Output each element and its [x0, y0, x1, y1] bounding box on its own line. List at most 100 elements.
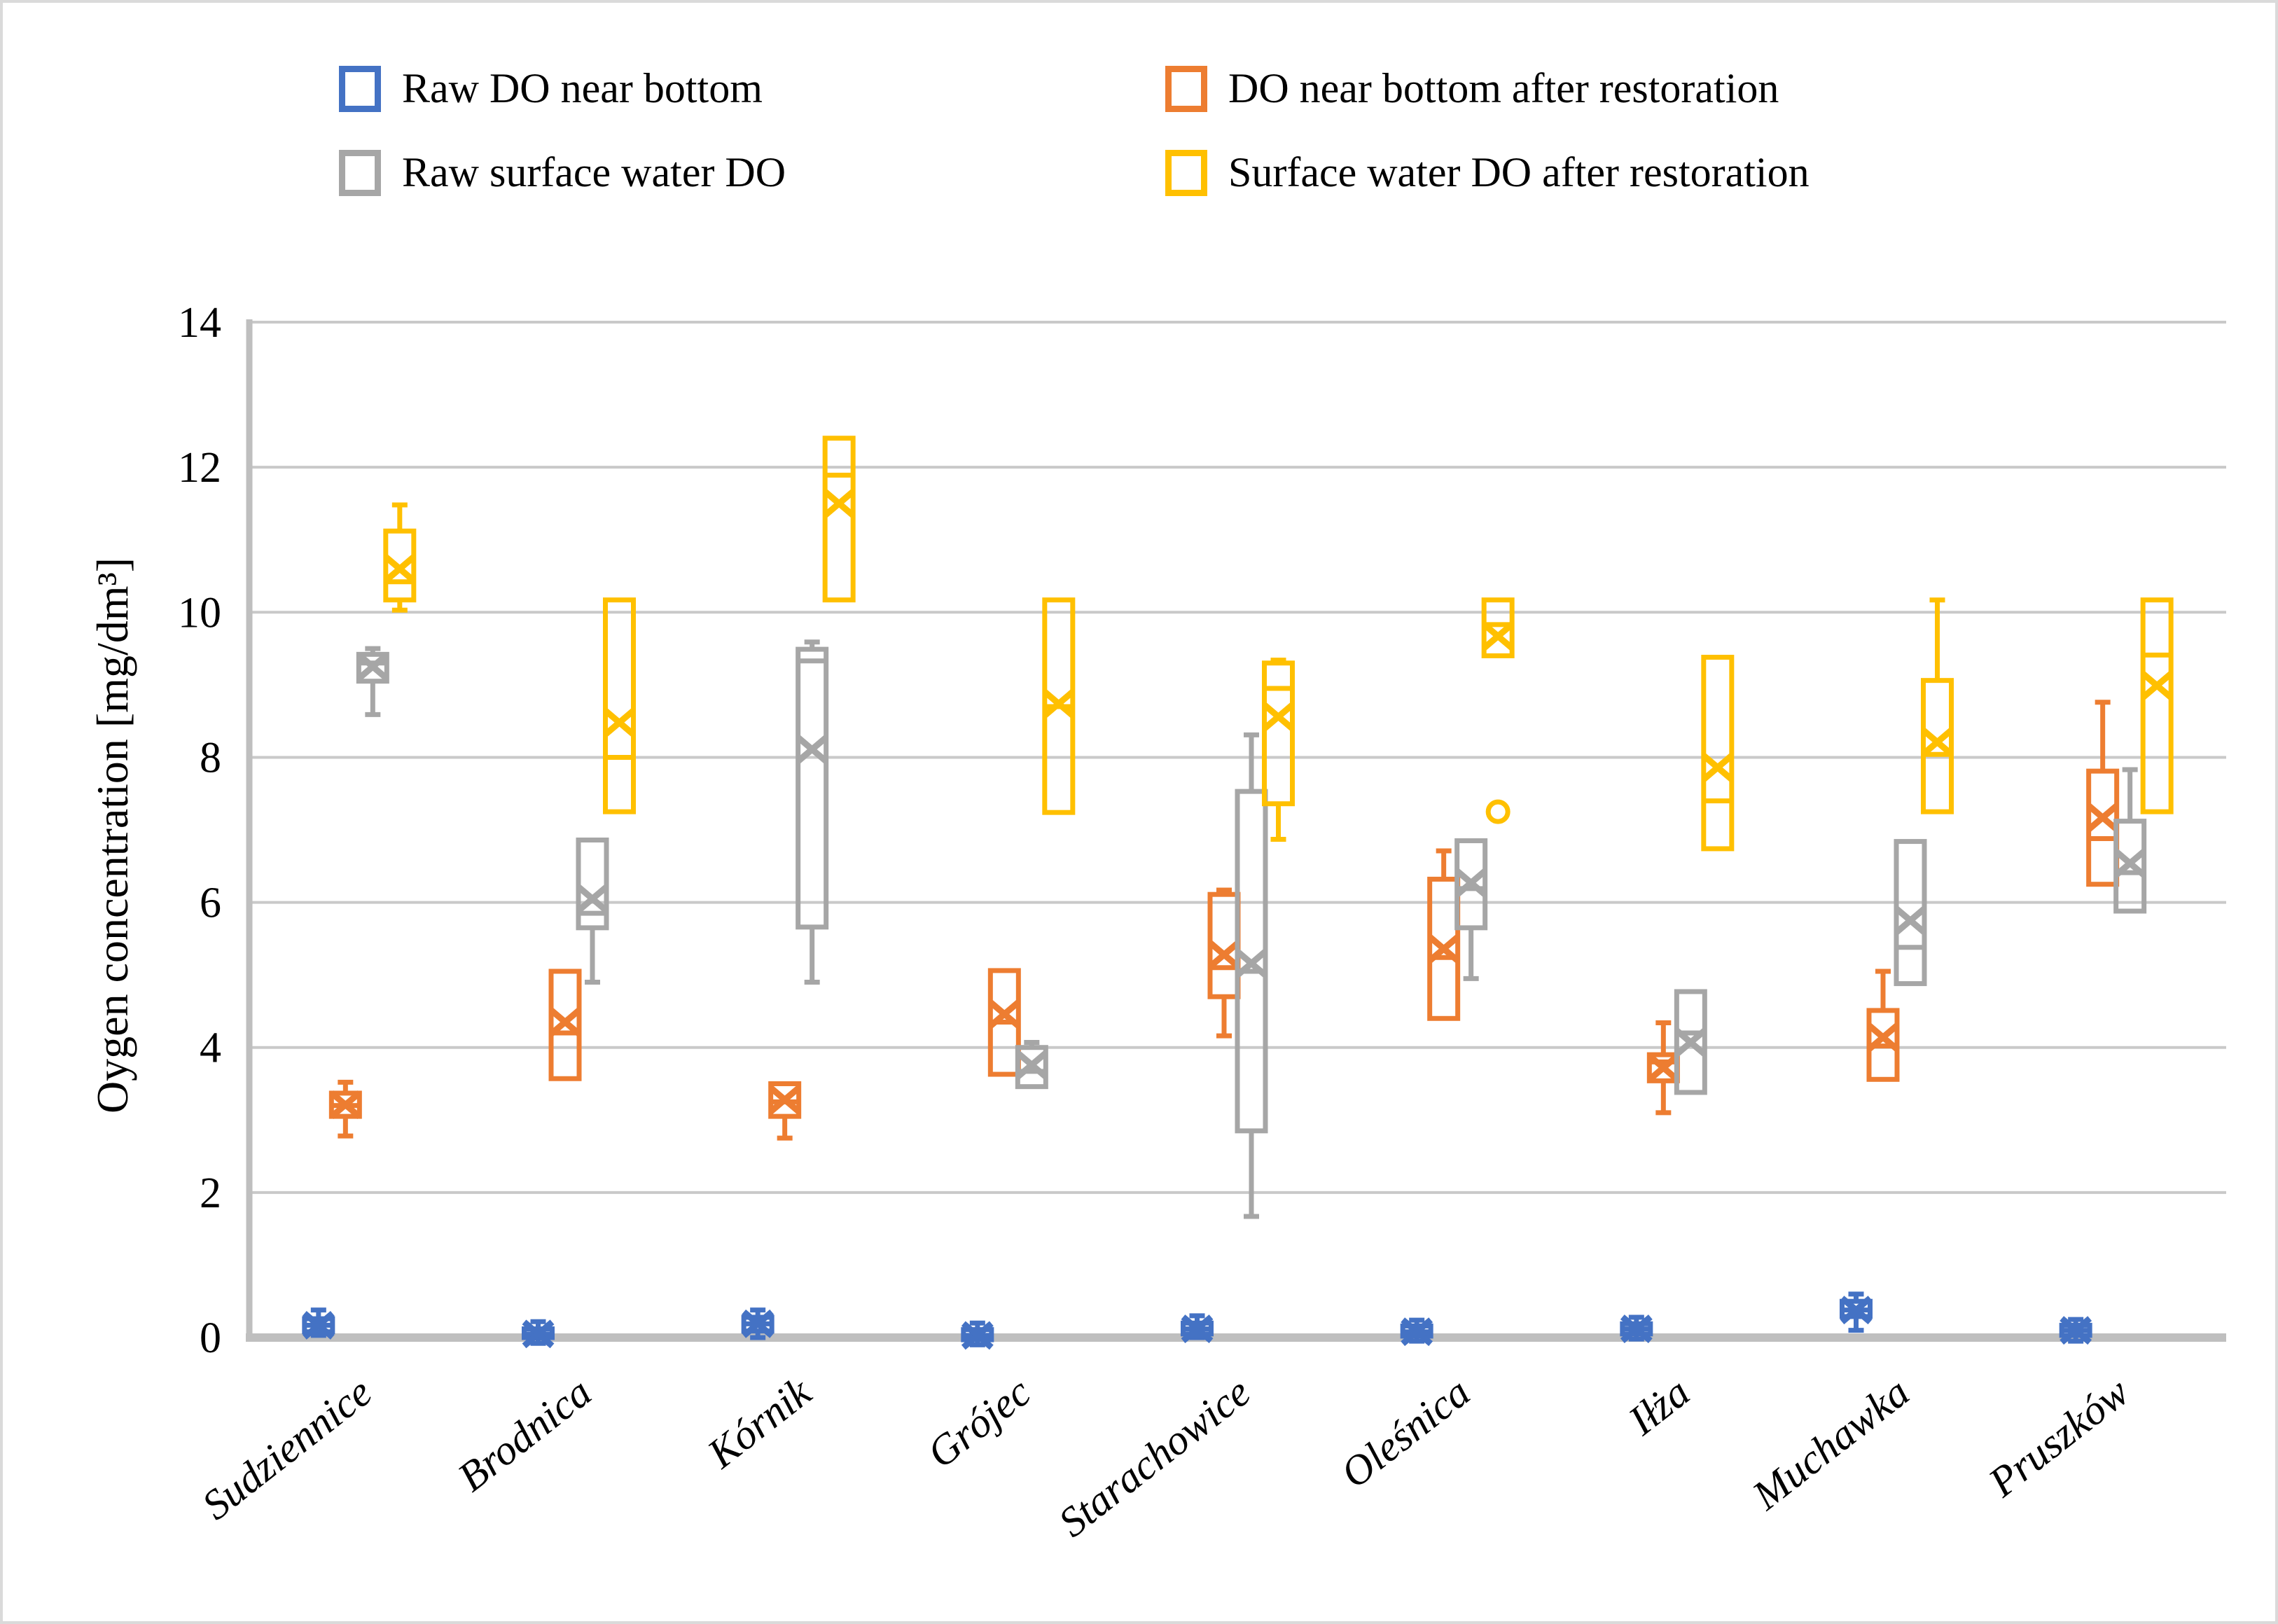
box-surface-water-do-after-restoration-muchawka: [1921, 597, 1954, 814]
iqr-box: [1454, 838, 1488, 931]
box-raw-surface-water-do-muchawka: [1894, 839, 1927, 987]
iqr-box: [383, 528, 417, 603]
box-raw-surface-water-do-sudziennice: [356, 646, 389, 717]
mean-marker: [1620, 1314, 1653, 1344]
mean-marker: [796, 735, 828, 764]
box-raw-do-near-bottom-brodnica: [522, 1319, 555, 1349]
mean-marker: [1262, 702, 1295, 731]
iqr-box: [603, 597, 636, 814]
box-raw-surface-water-do-brodnica: [576, 838, 609, 985]
mean-marker: [329, 1090, 362, 1119]
mean-marker: [1015, 1050, 1048, 1080]
iqr-box: [2140, 597, 2174, 814]
iqr-box: [548, 969, 582, 1081]
mean-marker: [768, 1085, 801, 1114]
box-do-near-bottom-after-restoration-sudziennice: [328, 1079, 362, 1139]
x-category-label-gr-jec: Grójec: [919, 1368, 1039, 1477]
mean-marker: [1921, 728, 1954, 757]
legend-label: Surface water DO after restoration: [1228, 149, 1810, 195]
mean-marker: [1042, 689, 1075, 719]
mean-marker: [1674, 1028, 1707, 1057]
legend-item-raw-do-near-bottom: Raw DO near bottom: [339, 64, 763, 113]
y-tick-label-6: 6: [200, 880, 221, 927]
box-raw-do-near-bottom-starachowice: [1181, 1313, 1214, 1344]
box-raw-surface-water-do-pruszk-w: [2113, 767, 2147, 914]
iqr-box: [1701, 655, 1735, 852]
box-do-near-bottom-after-restoration-ole-nica: [1427, 848, 1461, 1021]
x-category-label-sudziennice: Sudziennice: [193, 1368, 380, 1528]
legend-swatch-do-near-bottom-after-restoration: [1165, 65, 1207, 112]
legend-label: DO near bottom after restoration: [1228, 65, 1779, 111]
mean-marker: [1867, 1022, 1899, 1052]
box-do-near-bottom-after-restoration-pruszk-w: [2086, 700, 2120, 887]
iqr-box: [822, 436, 856, 603]
legend-item-surface-water-do-after-restoration: Surface water DO after restoration: [1165, 148, 1810, 197]
box-raw-do-near-bottom-muchawka: [1840, 1291, 1873, 1333]
iqr-box: [1015, 1045, 1048, 1090]
box-do-near-bottom-after-restoration-brodnica: [548, 969, 582, 1081]
box-surface-water-do-after-restoration-starachowice: [1262, 658, 1295, 842]
y-tick-label-10: 10: [178, 589, 221, 637]
iqr-box: [1235, 789, 1268, 1134]
legend-label: Raw surface water DO: [402, 149, 786, 195]
box-raw-do-near-bottom-sudziennice: [302, 1307, 335, 1340]
mean-marker: [383, 554, 416, 583]
iqr-box: [1921, 678, 1954, 814]
mean-marker: [1181, 1314, 1214, 1344]
iqr-box: [2113, 819, 2147, 914]
legend-label: Raw DO near bottom: [402, 65, 763, 111]
mean-marker: [1235, 949, 1268, 978]
mean-marker: [576, 884, 609, 913]
box-surface-water-do-after-restoration-pruszk-w: [2140, 597, 2174, 814]
mean-marker: [522, 1319, 555, 1349]
mean-marker: [1840, 1296, 1873, 1325]
box-raw-surface-water-do-k-rnik: [796, 639, 829, 985]
x-category-label-brodnica: Brodnica: [450, 1368, 600, 1500]
box-do-near-bottom-after-restoration-starachowice: [1207, 887, 1241, 1039]
box-raw-do-near-bottom-k-rnik: [741, 1307, 775, 1340]
y-tick-label-8: 8: [200, 734, 221, 782]
mean-marker: [1482, 622, 1515, 651]
x-category-label-k-rnik: Kórnik: [698, 1368, 820, 1477]
box-surface-water-do-after-restoration-i-a: [1701, 655, 1735, 852]
box-surface-water-do-after-restoration-brodnica: [603, 597, 636, 814]
box-raw-surface-water-do-starachowice: [1235, 732, 1268, 1219]
box-surface-water-do-after-restoration-k-rnik: [822, 436, 856, 603]
box-raw-do-near-bottom-ole-nica: [1400, 1317, 1433, 1347]
box-surface-water-do-after-restoration-sudziennice: [383, 502, 417, 613]
y-axis-title: Oygen concentration [mg/dm³]: [88, 557, 137, 1114]
box-raw-do-near-bottom-pruszk-w: [2059, 1316, 2092, 1345]
x-category-label-muchawka: Muchawka: [1744, 1368, 1918, 1519]
mean-marker: [356, 652, 389, 681]
box-surface-water-do-after-restoration-gr-jec: [1042, 597, 1076, 815]
legend-swatch-surface-water-do-after-restoration: [1165, 149, 1207, 196]
mean-marker: [1208, 940, 1240, 969]
iqr-box: [1427, 876, 1461, 1021]
mean-marker: [2060, 1316, 2092, 1345]
mean-marker: [1401, 1317, 1433, 1347]
box-do-near-bottom-after-restoration-muchawka: [1866, 969, 1900, 1082]
mean-marker: [2086, 803, 2119, 832]
plot-area: 0 2 4 6 8 10 12 14 Sudziennice Brodnica Kórnik Grój…: [178, 299, 2226, 1546]
mean-marker: [1427, 934, 1460, 964]
legend-item-raw-surface-water-do: Raw surface water DO: [339, 148, 786, 197]
y-tick-label-14: 14: [178, 299, 221, 347]
box-raw-surface-water-do-gr-jec: [1015, 1039, 1048, 1090]
iqr-box: [1262, 660, 1295, 807]
mean-marker: [988, 999, 1021, 1029]
iqr-box: [1674, 989, 1707, 1095]
mean-marker: [549, 1008, 581, 1036]
mean-marker: [1454, 868, 1487, 898]
iqr-box: [796, 646, 829, 930]
mean-marker: [742, 1309, 775, 1338]
box-do-near-bottom-after-restoration-gr-jec: [987, 968, 1021, 1077]
outlier-point: [1485, 799, 1510, 824]
legend-item-do-near-bottom-after-restoration: DO near bottom after restoration: [1165, 64, 1779, 113]
x-category-label-ole-nica: Oleśnica: [1332, 1368, 1478, 1497]
box-do-near-bottom-after-restoration-k-rnik: [768, 1081, 802, 1141]
box-raw-surface-water-do-i-a: [1674, 989, 1707, 1095]
x-category-label-pruszk-w: Pruszków: [1980, 1368, 2137, 1506]
legend-swatch-raw-surface-water-do: [339, 149, 381, 196]
mean-marker: [1701, 753, 1734, 782]
